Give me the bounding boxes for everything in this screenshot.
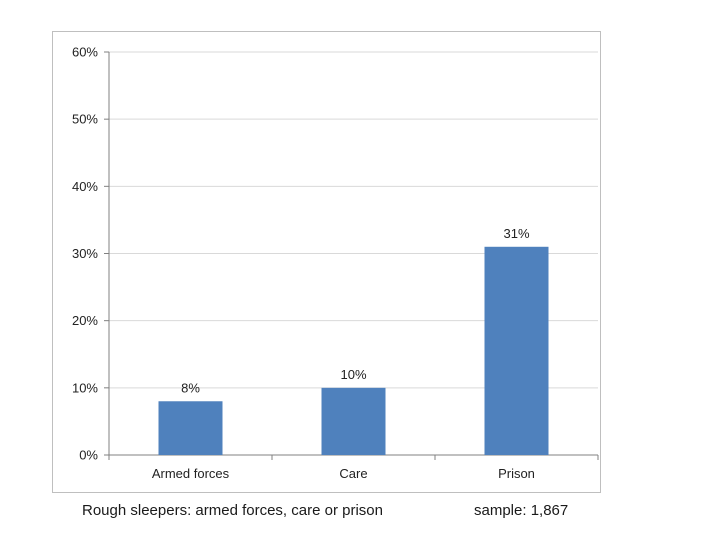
x-tick-label: Care xyxy=(339,466,367,481)
labels: 0% 10% 20% 30% 40% 50% 60% Armed forces 8% Care 10… xyxy=(72,45,535,482)
chart-caption: Rough sleepers: armed forces, care or pr… xyxy=(82,502,383,519)
data-label: 10% xyxy=(340,367,366,382)
y-tick-label: 60% xyxy=(72,45,98,60)
bars xyxy=(158,246,549,455)
data-label: 8% xyxy=(181,380,200,395)
y-tick-label: 20% xyxy=(72,313,98,328)
bar xyxy=(321,387,386,455)
y-tick-label: 10% xyxy=(72,380,98,395)
data-label: 31% xyxy=(503,226,529,241)
bar xyxy=(484,246,549,455)
x-tick-label: Prison xyxy=(498,466,535,481)
bar xyxy=(158,401,223,455)
sample-size-caption: sample: 1,867 xyxy=(474,502,569,519)
y-tick-label: 40% xyxy=(72,179,98,194)
y-tick-label: 50% xyxy=(72,112,98,127)
x-tick-label: Armed forces xyxy=(152,466,230,481)
y-tick-label: 30% xyxy=(72,246,98,261)
y-tick-label: 0% xyxy=(79,448,98,463)
